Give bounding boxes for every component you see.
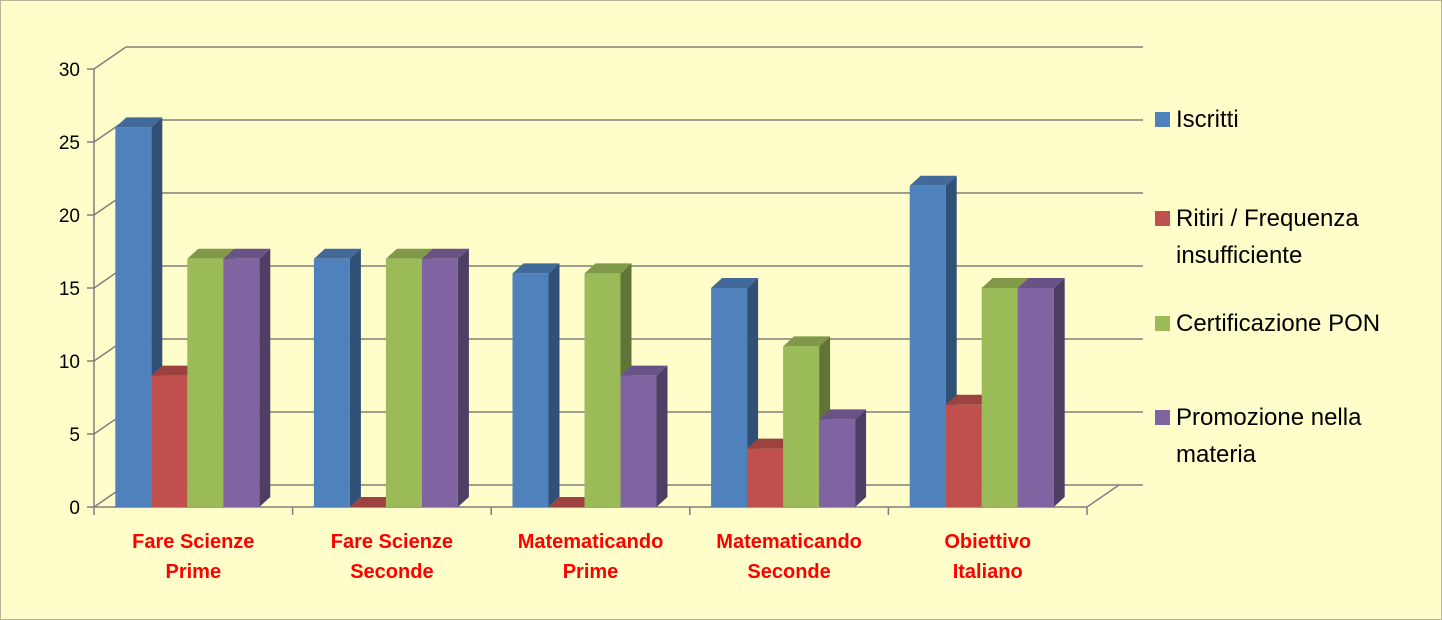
bar-front — [945, 404, 982, 507]
y-tick-label: 10 — [59, 352, 80, 373]
y-tick-label: 5 — [69, 425, 80, 446]
bar-front — [223, 258, 260, 507]
bar-front — [819, 419, 856, 507]
bar — [620, 365, 668, 507]
bar-side — [457, 248, 469, 508]
bar — [421, 248, 469, 508]
bar-side — [656, 365, 668, 507]
legend-label: Ritiri / Frequenza — [1176, 205, 1359, 232]
bar-top — [313, 248, 361, 259]
legend-label: materia — [1176, 441, 1257, 468]
bar-top — [548, 497, 596, 507]
bar-side — [259, 248, 271, 508]
bar-top — [909, 175, 957, 186]
bar — [512, 263, 560, 507]
bar-front — [151, 375, 188, 507]
bar-front — [783, 346, 820, 507]
legend-entry: Iscritti — [1155, 106, 1239, 133]
bar-front — [187, 258, 224, 507]
legend-swatch — [1155, 410, 1170, 425]
bar-side — [1053, 278, 1065, 507]
bar-top — [385, 248, 433, 259]
x-tick-label: Prime — [166, 561, 222, 583]
legend-label: Certificazione PON — [1176, 310, 1380, 337]
bar-front — [115, 127, 152, 508]
x-tick-label: Fare Scienze — [132, 531, 254, 553]
bar — [349, 497, 397, 507]
bar-side — [855, 409, 867, 507]
legend-label: Promozione nella — [1176, 404, 1362, 431]
bar-top — [945, 394, 993, 405]
bar-front — [421, 258, 458, 507]
bar-top — [115, 117, 163, 128]
legend-label: insufficiente — [1176, 242, 1302, 269]
gridlines — [93, 46, 1143, 508]
x-tick-label: Matematicando — [716, 531, 862, 553]
bar-top — [223, 248, 271, 259]
bar-top — [620, 365, 668, 376]
x-tick-label: Seconde — [350, 561, 433, 583]
bar-side — [349, 248, 361, 508]
y-tick-label: 30 — [59, 60, 80, 81]
legend-entry: Promozione nella materia — [1155, 404, 1362, 468]
bar-front — [584, 273, 621, 507]
bar-front — [620, 375, 657, 507]
bar-front — [385, 258, 422, 507]
category-labels: Fare Scienze Prime Fare Scienze Seconde Mate… — [132, 531, 1031, 583]
legend-entry: Certificazione PON — [1155, 310, 1380, 337]
bar-front — [981, 288, 1018, 507]
axes: 0 5 10 15 20 25 30 — [59, 60, 1120, 519]
gridline-depth — [93, 46, 127, 70]
legend-swatch — [1155, 316, 1170, 331]
x-tick-label: Matematicando — [518, 531, 664, 553]
legend-label: Iscritti — [1176, 106, 1239, 133]
floor-edge — [1086, 484, 1120, 508]
bar — [313, 248, 361, 508]
bar-top — [783, 336, 831, 347]
bar — [819, 409, 867, 507]
x-tick-label: Fare Scienze — [331, 531, 453, 553]
bar-top — [981, 278, 1029, 288]
legend: Iscritti Ritiri / Frequenza insufficiente C… — [1155, 106, 1380, 468]
bar-top — [421, 248, 469, 259]
x-tick-label: Italiano — [953, 561, 1023, 583]
bar-top — [151, 365, 199, 376]
bars — [115, 117, 1065, 508]
bar-front — [747, 448, 784, 507]
x-tick-label: Obiettivo — [944, 531, 1031, 553]
bar-front — [711, 288, 748, 507]
legend-swatch — [1155, 211, 1170, 226]
y-tick-label: 25 — [59, 133, 80, 154]
legend-entry: Ritiri / Frequenza insufficiente — [1155, 205, 1359, 269]
bar-top — [187, 248, 235, 259]
x-tick-label: Prime — [563, 561, 619, 583]
bar-top — [1017, 278, 1065, 288]
bar — [223, 248, 271, 508]
bar — [1017, 278, 1065, 507]
bar-front — [512, 273, 549, 507]
bar — [115, 117, 163, 508]
bar-top — [819, 409, 867, 420]
y-tick-label: 0 — [69, 498, 80, 519]
bar-top — [584, 263, 632, 274]
bar — [548, 497, 596, 507]
bar-top — [711, 278, 759, 288]
bar-front — [313, 258, 350, 507]
bar-front — [1017, 288, 1054, 507]
y-tick-label: 15 — [59, 279, 80, 300]
bar-top — [349, 497, 397, 507]
bar-side — [548, 263, 560, 507]
legend-swatch — [1155, 112, 1170, 127]
bar-top — [747, 438, 795, 449]
bar-top — [512, 263, 560, 274]
bar-front — [909, 185, 946, 508]
y-tick-label: 20 — [59, 206, 80, 227]
x-tick-label: Seconde — [747, 561, 830, 583]
